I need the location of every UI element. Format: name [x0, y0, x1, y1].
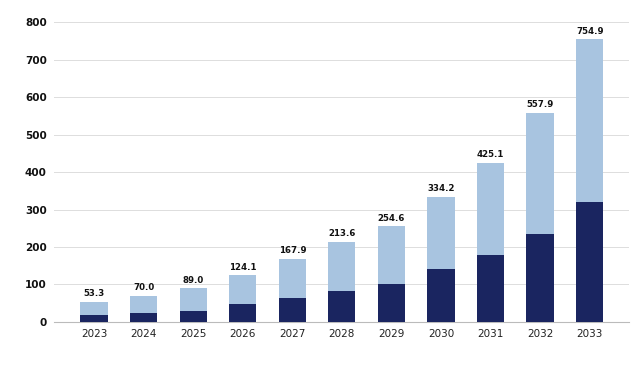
Bar — [576, 39, 603, 202]
Bar — [180, 289, 207, 310]
Text: 254.6: 254.6 — [378, 214, 405, 223]
Text: The Market will Grow
At the CAGR of:: The Market will Grow At the CAGR of: — [14, 349, 105, 371]
Text: The forecasted market
size for 2033 in USD: The forecasted market size for 2033 in U… — [236, 349, 334, 371]
Bar — [229, 275, 256, 304]
Text: 557.9: 557.9 — [527, 100, 554, 109]
Bar — [180, 310, 207, 322]
Text: WIDE RANGE OF GLOBAL MARKET REPORTS: WIDE RANGE OF GLOBAL MARKET REPORTS — [511, 370, 619, 376]
Text: ✓: ✓ — [489, 341, 502, 356]
Bar — [279, 298, 306, 322]
Text: $754.9B: $754.9B — [361, 350, 458, 370]
Text: 89.0: 89.0 — [183, 276, 204, 285]
Bar — [378, 284, 405, 322]
Bar — [477, 163, 504, 255]
Bar — [130, 313, 157, 322]
Bar — [427, 269, 454, 322]
Bar — [527, 234, 554, 322]
Bar — [328, 242, 355, 291]
Bar — [328, 291, 355, 322]
Text: 124.1: 124.1 — [229, 262, 256, 271]
Bar — [229, 304, 256, 322]
Bar — [576, 202, 603, 322]
Bar — [130, 296, 157, 313]
Text: 31.24%: 31.24% — [121, 350, 208, 370]
Text: 754.9: 754.9 — [576, 27, 603, 35]
Text: 213.6: 213.6 — [328, 229, 355, 238]
Bar — [81, 315, 108, 322]
Bar — [527, 113, 554, 234]
Bar — [378, 227, 405, 284]
Bar — [81, 302, 108, 315]
Text: 334.2: 334.2 — [427, 184, 455, 193]
Text: 70.0: 70.0 — [133, 283, 154, 292]
Text: 53.3: 53.3 — [84, 289, 105, 298]
Bar — [279, 259, 306, 298]
Bar — [427, 197, 454, 269]
Text: 167.9: 167.9 — [279, 246, 306, 255]
Bar — [477, 255, 504, 322]
Text: MarketResearch: MarketResearch — [511, 344, 605, 354]
Text: 425.1: 425.1 — [477, 150, 504, 159]
